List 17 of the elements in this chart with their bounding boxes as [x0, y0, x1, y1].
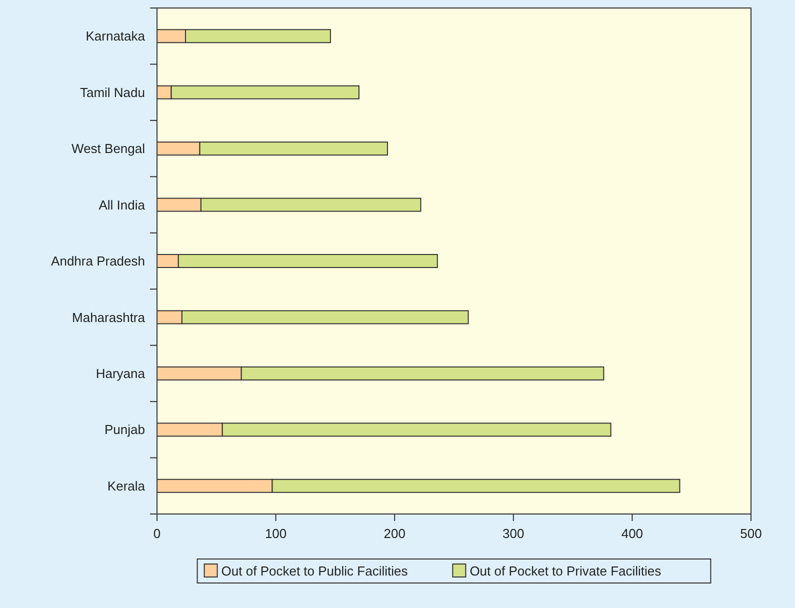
x-tick-label: 0 [153, 526, 161, 541]
y-tick-label: All India [98, 197, 146, 212]
legend-label: Out of Pocket to Public Facilities [221, 564, 408, 579]
x-tick-label: 500 [740, 526, 762, 541]
y-tick-label: Kerala [107, 478, 146, 494]
legend-label: Out of Pocket to Private Facilities [470, 564, 662, 579]
y-tick-label: Karnataka [86, 28, 146, 44]
y-tick-label: Punjab [104, 422, 145, 438]
y-tick-label: Maharashtra [72, 310, 146, 325]
x-tick-label: 300 [502, 526, 524, 541]
y-tick-label: Andhra Pradesh [51, 254, 145, 269]
y-tick-label: Haryana [96, 366, 146, 381]
x-tick-label: 200 [384, 526, 406, 541]
x-tick-label: 400 [621, 526, 644, 541]
y-tick-label: Tamil Nadu [80, 84, 145, 100]
x-tick-label: 100 [264, 526, 287, 541]
y-tick-label: West Bengal [72, 141, 146, 156]
